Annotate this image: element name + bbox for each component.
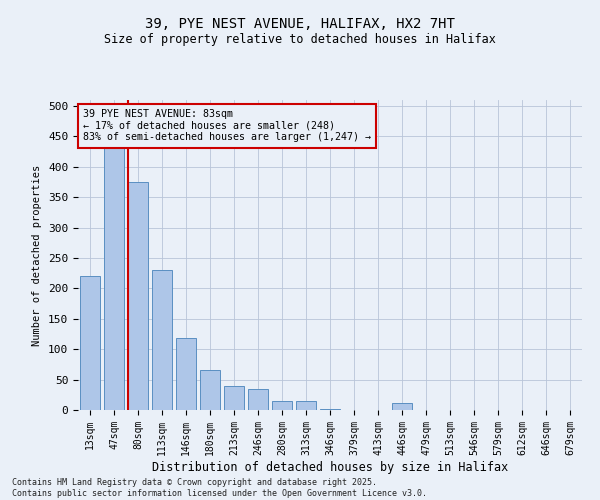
- Text: Size of property relative to detached houses in Halifax: Size of property relative to detached ho…: [104, 32, 496, 46]
- Bar: [104, 134, 124, 410]
- Bar: [392, 402, 412, 410]
- Bar: [128, 182, 148, 410]
- Bar: [152, 270, 172, 410]
- Bar: [200, 370, 220, 410]
- Bar: [224, 386, 244, 410]
- X-axis label: Distribution of detached houses by size in Halifax: Distribution of detached houses by size …: [152, 460, 508, 473]
- Text: 39, PYE NEST AVENUE, HALIFAX, HX2 7HT: 39, PYE NEST AVENUE, HALIFAX, HX2 7HT: [145, 18, 455, 32]
- Bar: [80, 276, 100, 410]
- Text: Contains HM Land Registry data © Crown copyright and database right 2025.
Contai: Contains HM Land Registry data © Crown c…: [12, 478, 427, 498]
- Bar: [272, 402, 292, 410]
- Bar: [176, 338, 196, 410]
- Text: 39 PYE NEST AVENUE: 83sqm
← 17% of detached houses are smaller (248)
83% of semi: 39 PYE NEST AVENUE: 83sqm ← 17% of detac…: [83, 110, 371, 142]
- Bar: [248, 388, 268, 410]
- Bar: [296, 402, 316, 410]
- Bar: [320, 409, 340, 410]
- Y-axis label: Number of detached properties: Number of detached properties: [32, 164, 43, 346]
